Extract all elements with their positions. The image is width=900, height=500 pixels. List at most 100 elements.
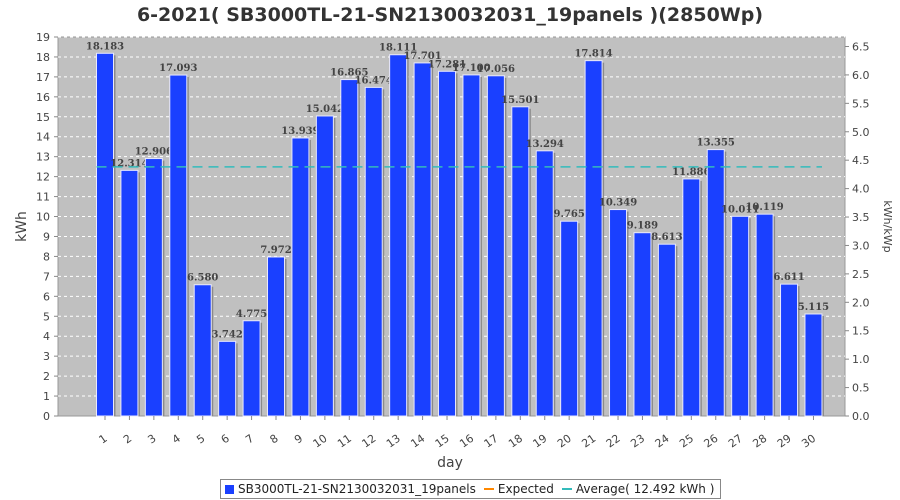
bar-value-label: 5.115 [798,302,829,313]
x-tick-label: 1 [97,432,110,447]
y2-tick-label: 1.0 [852,353,870,366]
y-tick-label: 13 [36,151,50,164]
bar [804,313,823,417]
y-tick-label: 17 [36,71,50,84]
x-axis-title: day [437,455,463,471]
x-tick-label: 25 [677,432,696,451]
legend-label-series: SB3000TL-21-SN2130032031_19panels [238,482,476,496]
bar-value-label: 4.775 [236,309,267,320]
x-tick-label: 5 [194,432,207,447]
bar-value-label: 10.349 [599,198,637,209]
bar [315,115,334,417]
x-tick-label: 22 [604,432,623,451]
bar-value-label: 12.906 [135,147,173,158]
y-tick-label: 8 [43,250,50,263]
x-tick-label: 29 [775,432,794,451]
bar-value-label: 17.701 [403,51,441,62]
x-tick-label: 23 [628,432,647,451]
y-tick-label: 5 [43,310,50,323]
y2-tick-label: 4.0 [852,183,870,196]
bar-value-label: 3.742 [211,329,242,340]
y2-tick-label: 2.0 [852,296,870,309]
legend-item-series: SB3000TL-21-SN2130032031_19panels [225,482,476,496]
y-tick-label: 3 [43,350,50,363]
bar-value-label: 12.314 [110,158,148,169]
bar-value-label: 9.189 [627,221,658,232]
x-tick-label: 30 [799,432,818,451]
y-tick-label: 4 [43,330,50,343]
legend-swatch-average [561,488,572,490]
legend-item-expected: Expected [483,482,554,496]
y-tick-label: 7 [43,270,50,283]
bar-value-label: 13.294 [526,139,564,150]
x-tick-label: 16 [457,432,476,451]
x-tick-label: 19 [531,432,550,451]
x-tick-label: 7 [243,432,256,447]
y-axis-title: kWh [14,211,30,242]
bar [218,340,237,417]
y2-tick-label: 0.5 [852,382,870,395]
bar-value-label: 8.613 [651,232,682,243]
x-tick-label: 13 [384,432,403,451]
x-tick-label: 18 [506,432,525,451]
legend-swatch-expected [483,488,494,490]
bar-value-label: 17.093 [159,63,197,74]
bar [560,220,579,417]
y2-tick-label: 3.0 [852,239,870,252]
bar-value-label: 10.011 [721,204,759,215]
bar [193,284,212,417]
bar [364,86,383,417]
x-tick-label: 6 [219,432,232,447]
y-tick-label: 12 [36,171,50,184]
bar [144,158,163,417]
bar-value-label: 17.281 [428,59,466,70]
y-tick-label: 10 [36,211,50,224]
x-tick-label: 11 [335,432,354,451]
bar [609,209,628,417]
x-tick-label: 24 [653,432,672,451]
legend-label-expected: Expected [497,482,554,496]
bar-value-label: 17.056 [477,64,515,75]
bar-value-label: 13.355 [697,138,735,149]
legend-label-average: Average( 12.492 kWh ) [575,482,715,496]
y-tick-label: 18 [36,51,50,64]
y-tick-label: 0 [43,410,50,423]
y-tick-label: 19 [36,31,50,44]
x-tick-label: 4 [170,432,183,447]
y-tick-label: 14 [36,131,50,144]
y2-tick-label: 4.5 [852,154,870,167]
x-tick-label: 10 [311,432,330,451]
bar [486,75,505,417]
bar [389,54,408,417]
x-tick-label: 21 [579,432,598,451]
bar-value-label: 6.580 [187,273,218,284]
bar [682,178,701,417]
y-tick-label: 1 [43,390,50,403]
y2-axis-title: kWh/kWp [881,200,894,252]
bar-value-label: 6.611 [773,272,804,283]
bar-value-label: 15.501 [501,95,539,106]
x-tick-label: 17 [482,432,501,451]
bar [96,52,114,417]
x-tick-label: 12 [360,432,379,451]
y2-tick-label: 6.0 [852,69,870,82]
bar [780,283,799,417]
bar [413,62,432,417]
bar-value-label: 17.814 [574,49,612,60]
bar [169,74,188,417]
y2-tick-label: 3.5 [852,211,870,224]
bar [731,215,750,417]
bar [267,256,286,417]
bar [511,106,530,417]
x-tick-label: 26 [702,432,721,451]
bar-value-label: 18.111 [379,43,417,54]
y-tick-label: 6 [43,290,50,303]
bar [633,232,652,417]
y-tick-label: 9 [43,230,50,243]
y-tick-label: 15 [36,111,50,124]
bar-value-label: 16.865 [330,68,368,79]
y2-tick-label: 5.5 [852,97,870,110]
bar-value-label: 15.042 [306,104,344,115]
